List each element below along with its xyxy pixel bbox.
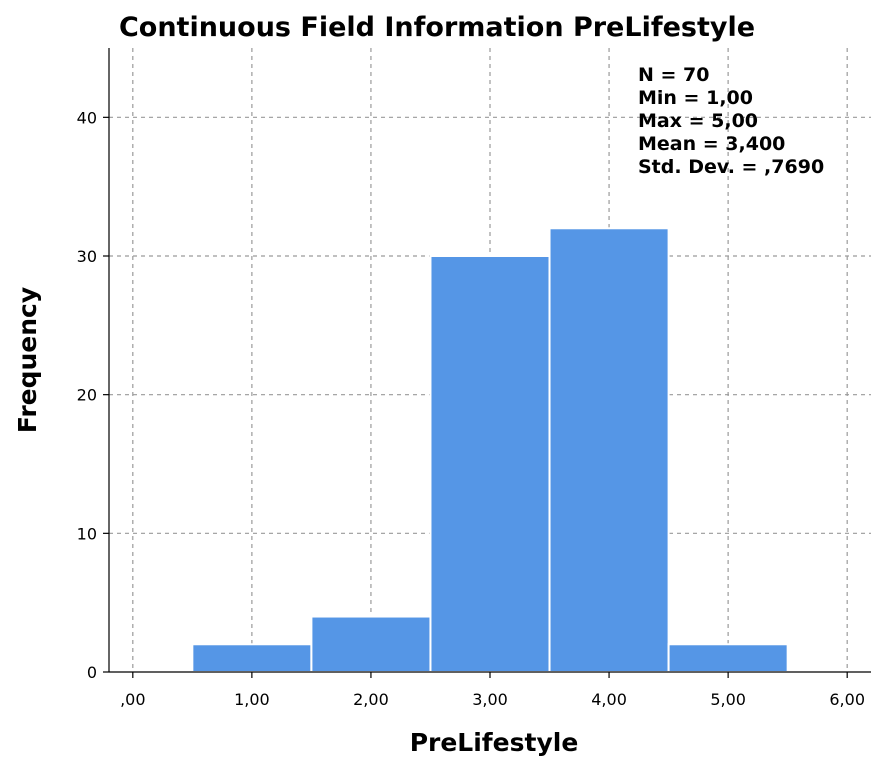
stats-line: Min = 1,00 [638,87,753,109]
x-tick-label: 6,00 [829,690,865,709]
stats-line: Mean = 3,400 [638,133,785,155]
x-axis-label: PreLifestyle [410,728,579,757]
y-tick-label: 0 [87,663,97,682]
stats-line: N = 70 [638,64,710,86]
x-tick-label: 2,00 [353,690,389,709]
stats-line: Max = 5,00 [638,110,758,132]
x-tick-label: 4,00 [591,690,627,709]
y-axis-label: Frequency [13,287,42,433]
chart-title: Continuous Field Information PreLifestyl… [119,12,755,43]
bar [669,644,788,672]
y-tick-label: 30 [77,247,97,266]
x-tick-label: 5,00 [710,690,746,709]
y-tick-label: 40 [77,108,97,127]
bars-layer [192,228,787,672]
stats-line: Std. Dev. = ,7690 [638,156,824,178]
x-tick-label: ,00 [120,690,145,709]
x-tick-label: 1,00 [234,690,270,709]
bar [192,644,311,672]
bar [311,617,430,672]
y-tick-label: 20 [77,386,97,405]
bar [430,256,549,672]
x-tick-label: 3,00 [472,690,508,709]
bar [550,228,669,672]
y-tick-label: 10 [77,524,97,543]
